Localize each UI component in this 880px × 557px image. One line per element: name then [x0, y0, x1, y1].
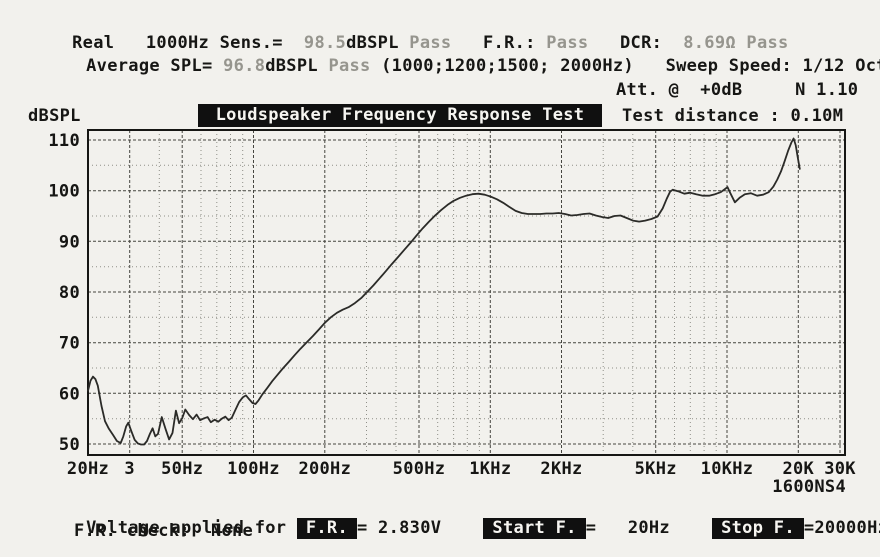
fr-check-status: F.R. check: None [74, 521, 254, 541]
y-tick-label: 50 [59, 435, 80, 455]
avg-spl-label: Average SPL= [86, 56, 224, 76]
x-tick-label: 30K [824, 459, 856, 479]
start-frequency-value: = 20Hz [585, 518, 713, 538]
x-tick-label: 200Hz [298, 459, 351, 479]
stop-frequency-value: =20000Hz [803, 518, 880, 538]
sens-label: Real 1000Hz Sens.= [72, 33, 304, 53]
fr-pass-status: Pass [546, 33, 589, 53]
average-spl-readout-line: Average SPL= 96.8dBSPL Pass (1000;1200;1… [44, 35, 880, 98]
avg-spl-value: 96.8 [223, 56, 266, 76]
spl-response-curve [87, 137, 801, 446]
x-tick-label: 20K [782, 459, 814, 479]
y-tick-label: 60 [59, 384, 80, 404]
fr-label: F.R.: [451, 33, 547, 53]
x-axis-tick-labels: 20Hz 3 50Hz 100Hz 200Hz 500Hz 1KHz 2KHz 5KHz 10KH… [67, 459, 856, 479]
y-tick-label: 90 [59, 232, 80, 252]
avg-pass-status: Pass [328, 56, 371, 76]
fr-chip: F.R. [296, 518, 357, 539]
y-tick-label: 110 [48, 131, 80, 151]
y-tick-label: 100 [48, 182, 80, 202]
x-tick-label: 50Hz [161, 459, 203, 479]
start-frequency-chip: Start F. [483, 518, 586, 539]
x-tick-label: 2KHz [540, 459, 582, 479]
attenuation-readout: Att. @ +0dB N 1.10 [616, 80, 859, 100]
sens-unit: dBSPL [346, 33, 410, 53]
test-distance-label: Test distance : 0.10M [622, 106, 844, 126]
x-tick-label: 1KHz [469, 459, 511, 479]
y-tick-label: 70 [59, 334, 80, 354]
chart-title-bar: Loudspeaker Frequency Response Test [198, 104, 602, 127]
plot-border [87, 129, 846, 456]
x-tick-label: 100Hz [227, 459, 280, 479]
sweep-speed-label: Sweep Speed: 1/12 Oct. [633, 56, 880, 76]
speaker-model-label: 1600NS4 [772, 477, 846, 497]
x-tick-label: 3 [124, 459, 135, 479]
grid-major-lines [87, 130, 845, 455]
avg-freq-list: (1000;1200;1500; 2000Hz) [370, 56, 634, 76]
x-tick-label: 10KHz [701, 459, 754, 479]
y-tick-label: 80 [59, 283, 80, 303]
sensitivity-readout-line: Real 1000Hz Sens.= 98.5dBSPL Pass F.R.: … [30, 12, 789, 75]
avg-spl-unit: dBSPL [265, 56, 329, 76]
x-tick-label: 5KHz [635, 459, 677, 479]
x-tick-label: 20Hz [67, 459, 109, 479]
voltage-applied-label: Voltage applied for [86, 518, 297, 538]
dcr-value: 8.69Ω Pass [683, 33, 789, 53]
voltage-settings-line: Voltage applied for F.R. = 2.830V Start F… [44, 497, 880, 557]
x-tick-label: 500Hz [393, 459, 446, 479]
voltage-value: = 2.830V [356, 518, 484, 538]
grid-minor-lines [88, 130, 845, 455]
sens-pass-status: Pass [409, 33, 452, 53]
dcr-label: DCR: [588, 33, 684, 53]
y-axis-tick-labels: 110 100 90 80 70 60 50 [48, 131, 80, 455]
stop-frequency-chip: Stop F. [712, 518, 804, 539]
sens-value: 98.5 [303, 33, 347, 53]
y-axis-unit-label: dBSPL [28, 106, 81, 126]
